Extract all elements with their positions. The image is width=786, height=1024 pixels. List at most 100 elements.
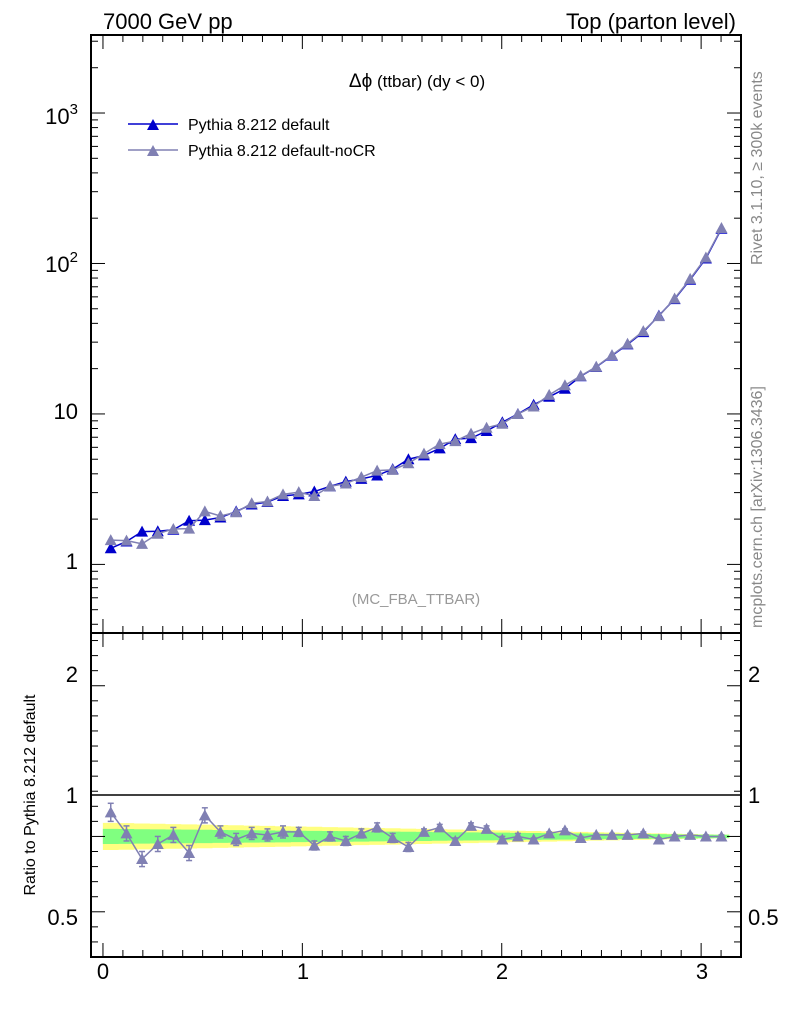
default-line [110, 228, 723, 549]
legend-entry-default: Pythia 8.212 default [128, 117, 330, 134]
title-symbol: Δϕ [349, 71, 372, 92]
nocr-point [465, 427, 478, 439]
ratio-point [699, 830, 712, 842]
nocr-point [543, 388, 556, 400]
ratio-point [637, 827, 650, 839]
default-point [136, 525, 149, 537]
legend-marker-default [147, 119, 159, 130]
nocr-point [527, 400, 540, 412]
nocr-point [715, 222, 728, 234]
header-right: Top (parton level) [566, 9, 736, 34]
ratio-y-tick-labels-left: 0.5 1 2 [47, 662, 78, 930]
ratio-bands [102, 822, 730, 851]
ratio-point [558, 824, 571, 836]
nocr-point [480, 421, 493, 433]
nocr-point [652, 310, 665, 322]
ratio-y-tick-label-right-2: 2 [748, 662, 760, 687]
ratio-point [465, 819, 478, 831]
ratio-point [183, 847, 196, 859]
y-tick-label-100: 102 [45, 249, 78, 277]
y-tick-labels: 1 10 102 103 [45, 101, 78, 574]
ratio-point [261, 828, 274, 840]
nocr-point [136, 537, 149, 549]
nocr-point [277, 488, 290, 500]
ratio-point [371, 821, 384, 833]
ratio-y-tick-label-right-0.5: 0.5 [748, 905, 779, 930]
ratio-panel: Ratio to Pythia 8.212 default 0.5 1 2 0.… [22, 632, 779, 984]
y-tick-label-1000-base: 10 [45, 104, 69, 129]
ratio-point [433, 821, 446, 833]
nocr-point [637, 325, 650, 337]
x-tick-label-2: 2 [496, 959, 508, 984]
nocr-point [104, 534, 117, 546]
ratio-point [496, 833, 509, 845]
ratio-axis-ticks [91, 633, 742, 957]
nocr-point [668, 292, 681, 304]
nocr-point [449, 435, 462, 447]
ratio-point [652, 833, 665, 845]
nocr-point [511, 407, 524, 419]
ratio-point [417, 825, 430, 837]
ratio-y-tick-labels-right: 0.5 1 2 [748, 662, 779, 930]
ratio-point [120, 827, 133, 839]
y-tick-label-100-base: 10 [45, 252, 69, 277]
default-point [198, 514, 211, 526]
ratio-y-tick-label-1: 1 [66, 783, 78, 808]
ratio-point [684, 828, 697, 840]
nocr-point [355, 471, 368, 483]
nocr-point [120, 534, 133, 546]
nocr-point [324, 480, 337, 492]
ratio-y-tick-label-right-1: 1 [748, 783, 760, 808]
ratio-point [167, 828, 180, 840]
watermark: (MC_FBA_TTBAR) [352, 591, 480, 608]
ratio-point [324, 830, 337, 842]
legend: Pythia 8.212 default Pythia 8.212 defaul… [128, 117, 376, 160]
nocr-point [230, 506, 243, 518]
legend-label-default: Pythia 8.212 default [188, 117, 330, 134]
nocr-point [308, 489, 321, 501]
ratio-point [574, 831, 587, 843]
ratio-point [308, 839, 321, 851]
ratio-point [339, 834, 352, 846]
ratio-point [449, 834, 462, 846]
nocr-point [433, 438, 446, 450]
main-title: Δϕ (ttbar) (dy < 0) [349, 71, 485, 92]
y-tick-label-100-exponent: 2 [70, 249, 78, 266]
ratio-point [245, 827, 258, 839]
default-point [183, 514, 196, 526]
nocr-point [183, 522, 196, 534]
nocr-point [339, 477, 352, 489]
nocr-point [402, 457, 415, 469]
ratio-point [590, 828, 603, 840]
ratio-series-nocr [104, 802, 728, 868]
legend-label-nocr: Pythia 8.212 default-noCR [188, 143, 376, 160]
ratio-point [104, 806, 117, 818]
nocr-point [605, 349, 618, 361]
y-tick-label-1: 1 [66, 549, 78, 574]
nocr-point [167, 522, 180, 534]
x-tick-label-3: 3 [696, 959, 708, 984]
ratio-point [277, 825, 290, 837]
x-tick-label-0: 0 [97, 959, 109, 984]
nocr-point [574, 369, 587, 381]
ratio-point [230, 833, 243, 845]
ratio-point [527, 833, 540, 845]
ratio-point [355, 827, 368, 839]
ratio-point [402, 840, 415, 852]
nocr-point [245, 497, 258, 509]
ratio-point [480, 822, 493, 834]
ratio-point [292, 825, 305, 837]
main-panel: Δϕ (ttbar) (dy < 0) (MC_FBA_TTBAR) 1 10 … [45, 34, 742, 634]
nocr-line [110, 227, 723, 545]
legend-entry-nocr: Pythia 8.212 default-noCR [128, 143, 376, 160]
ratio-point [214, 825, 227, 837]
y-tick-label-1000: 103 [45, 101, 78, 129]
ratio-line [110, 811, 722, 861]
ratio-frame [90, 632, 742, 958]
y-tick-label-10: 10 [54, 399, 78, 424]
nocr-point [386, 463, 399, 475]
series-nocr [104, 222, 728, 549]
nocr-point [621, 337, 634, 349]
ratio-point [715, 830, 728, 842]
